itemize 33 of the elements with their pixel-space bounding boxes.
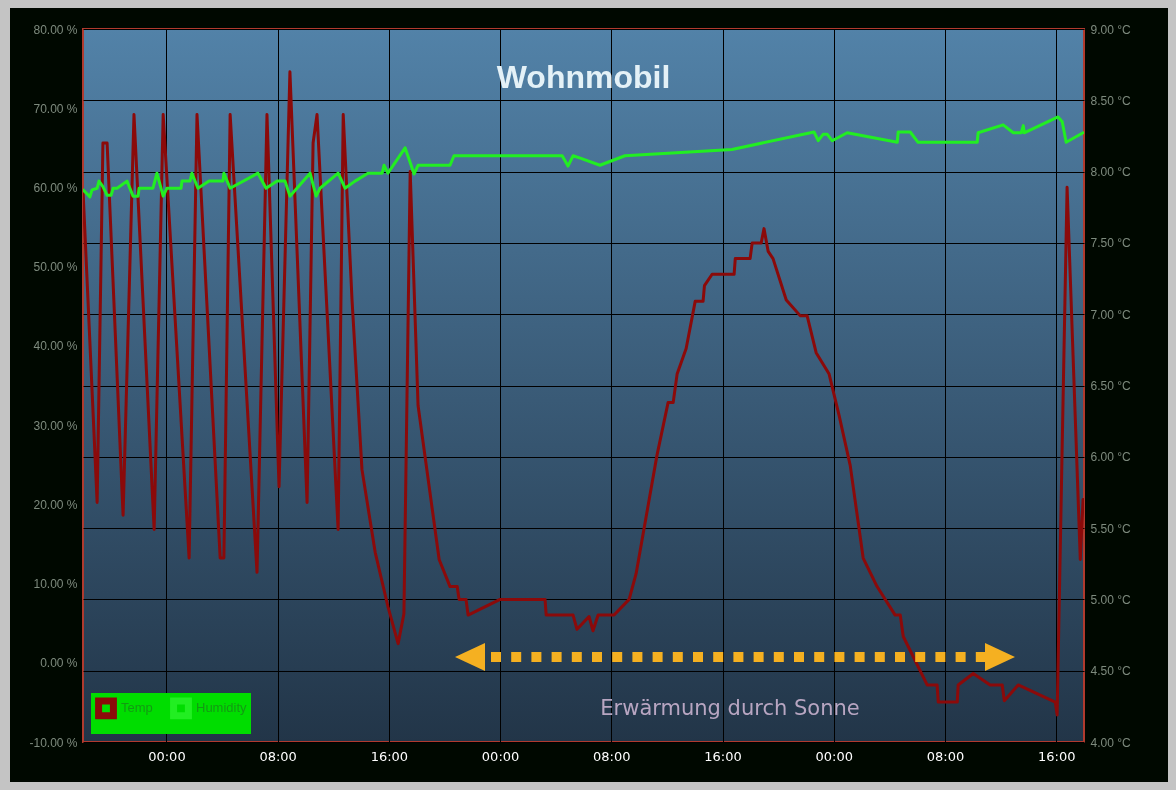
- x-tick-label: 16:00: [1037, 748, 1076, 764]
- y-tick-label: 60.00 %: [33, 180, 78, 195]
- y-tick-label: 30.00 %: [33, 418, 78, 433]
- x-tick-label: 00:00: [481, 748, 520, 764]
- x-tick-label: 00:00: [148, 748, 186, 764]
- y-tick-label: 50.00 %: [33, 260, 78, 275]
- legend-label: Humidity: [196, 700, 248, 716]
- y2-tick-label: 8.50 °C: [1090, 93, 1131, 108]
- y-tick-label: 10.00 %: [33, 577, 78, 592]
- y2-tick-label: 5.50 °C: [1090, 521, 1131, 536]
- y2-tick-label: 8.00 °C: [1090, 165, 1131, 180]
- x-tick-label: 08:00: [259, 748, 297, 764]
- y2-tick-label: 9.00 °C: [1090, 22, 1131, 37]
- annotation: Erwärmung durch Sonne: [600, 696, 860, 720]
- y2-tick-label: 6.50 °C: [1090, 379, 1131, 393]
- x-tick-label: 08:00: [926, 748, 965, 764]
- y-tick-label: 40.00 %: [33, 339, 78, 354]
- x-tick-label: 16:00: [704, 748, 742, 764]
- y2-tick-label: 4.00 °C: [1090, 735, 1131, 750]
- y2-tick-label: 4.50 °C: [1090, 664, 1131, 679]
- y-tick-label: 80.00 %: [33, 22, 78, 37]
- y-tick-label: 0.00 %: [40, 656, 78, 671]
- y2-tick-label: 7.50 °C: [1090, 236, 1131, 251]
- y-tick-label: 20.00 %: [33, 497, 78, 512]
- y2-tick-label: 7.00 °C: [1090, 307, 1131, 322]
- y-tick-label: -10.00 %: [29, 735, 78, 750]
- y2-tick-label: 5.00 °C: [1090, 592, 1131, 607]
- x-tick-label: 16:00: [370, 748, 409, 764]
- x-tick-label: 08:00: [593, 748, 631, 764]
- legend-label: Temp: [121, 700, 153, 716]
- y2-tick-label: 6.00 °C: [1090, 450, 1131, 465]
- y-tick-label: 70.00 %: [33, 101, 78, 116]
- x-tick-label: 00:00: [815, 748, 853, 764]
